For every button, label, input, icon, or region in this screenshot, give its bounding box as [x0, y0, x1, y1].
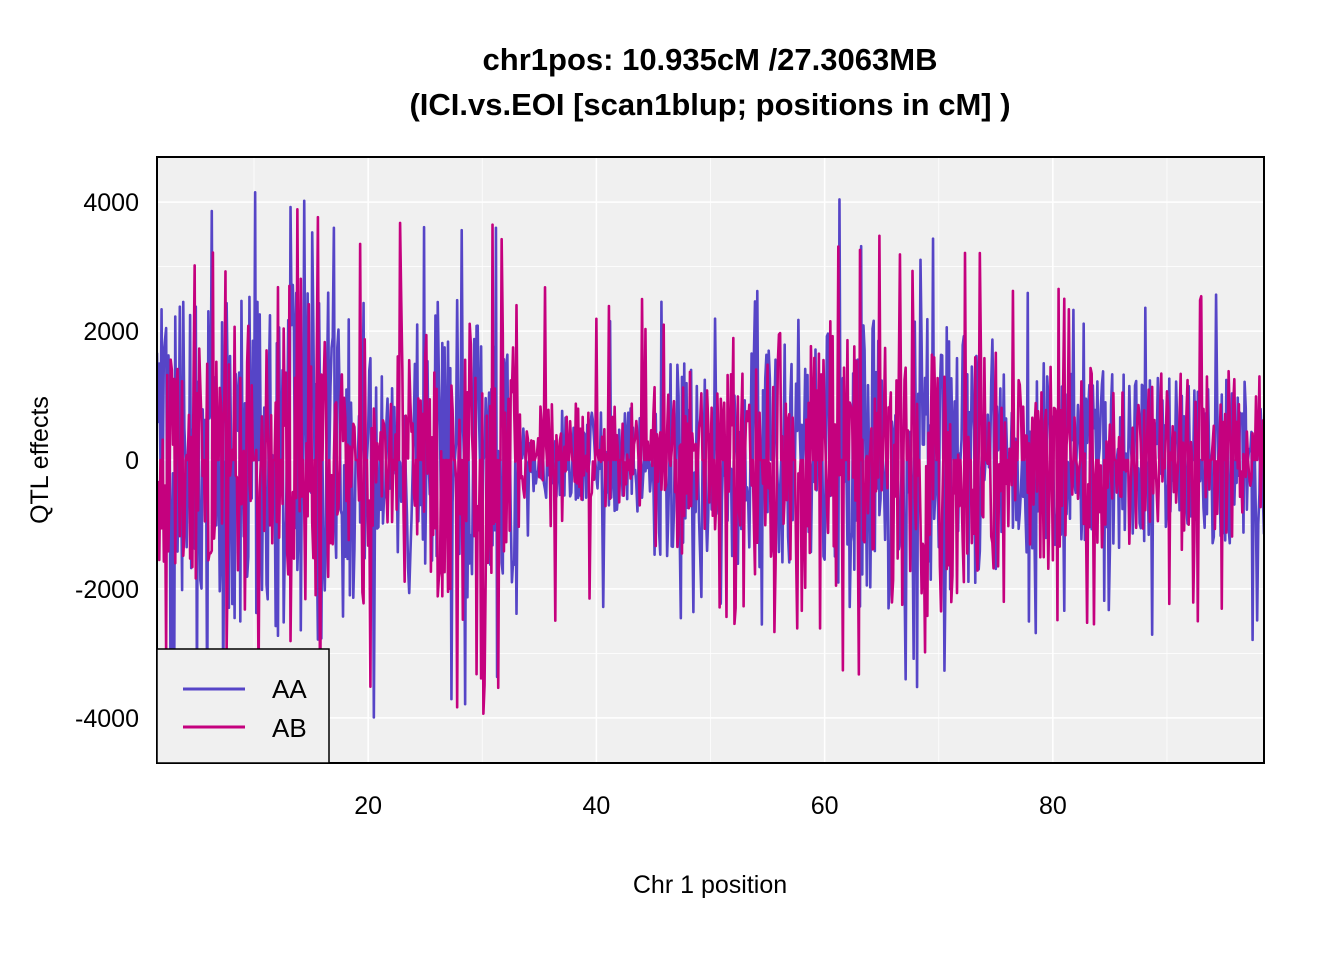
- x-tick-label: 40: [582, 792, 610, 820]
- x-tick-label: 60: [811, 792, 839, 820]
- x-axis: 20 40 60 80: [354, 792, 1067, 820]
- plot-frame: [156, 156, 1265, 764]
- legend-label-aa: AA: [272, 674, 307, 704]
- y-tick-label: 2000: [83, 318, 139, 346]
- y-tick-label: 4000: [83, 189, 139, 217]
- chart-title: chr1pos: 10.935cM /27.3063MB: [483, 42, 938, 77]
- y-axis-label: QTL effects: [26, 396, 54, 524]
- chart-subtitle: (ICI.vs.EOI [scan1blup; positions in cM]…: [409, 87, 1010, 122]
- series-line-ab: [157, 207, 1264, 735]
- legend-label-ab: AB: [272, 713, 307, 743]
- legend: AA AB: [156, 648, 330, 764]
- y-tick-label: -2000: [75, 576, 139, 604]
- y-tick-label: -4000: [75, 705, 139, 733]
- plot-area: [157, 190, 1264, 749]
- x-tick-label: 20: [354, 792, 382, 820]
- x-axis-label: Chr 1 position: [633, 871, 787, 899]
- y-tick-label: 0: [125, 447, 139, 475]
- series-layer: [157, 190, 1264, 749]
- legend-box: [156, 648, 330, 764]
- x-tick-label: 80: [1039, 792, 1067, 820]
- y-axis: -4000 -2000 0 2000 4000: [75, 189, 139, 733]
